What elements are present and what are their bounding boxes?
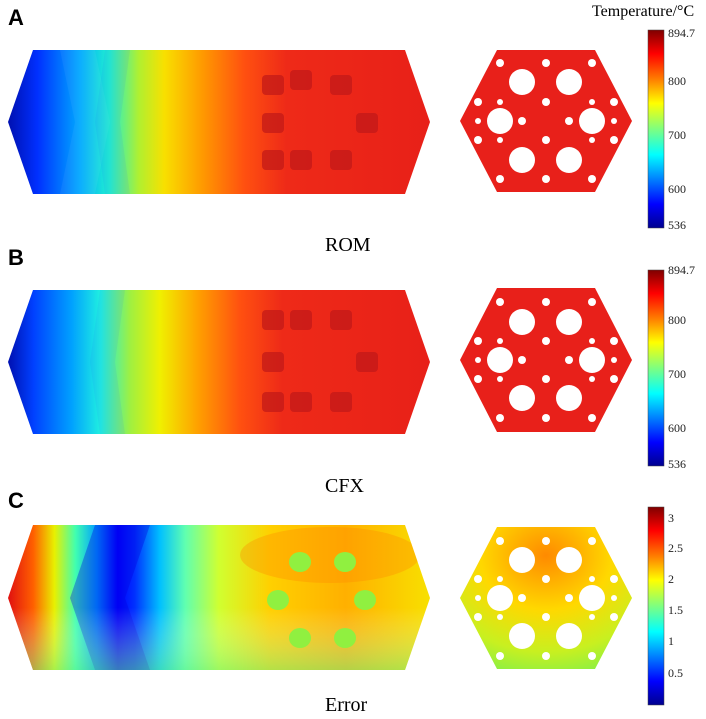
colorbar-c-tick: 2	[668, 572, 674, 586]
colorbar-c-tick: 1.5	[668, 603, 683, 617]
rom-channel-blocks	[262, 70, 378, 170]
caption-cfx: CFX	[325, 475, 364, 497]
colorbar-a-tick: 894.7	[668, 26, 695, 40]
colorbar-c-tick: 2.5	[668, 541, 683, 555]
colorbar-a-tick: 800	[668, 74, 686, 88]
colorbar-a-tick: 600	[668, 182, 686, 196]
cfx-channel-blocks	[262, 310, 378, 412]
colorbar-c-tick: 1	[668, 634, 674, 648]
colorbar-b-tick: 536	[668, 457, 686, 471]
colorbar-a-tick: 700	[668, 128, 686, 142]
error-channel-blocks	[267, 552, 376, 648]
colorbar-b	[647, 269, 665, 467]
rom-longitudinal-contour	[8, 50, 430, 194]
colorbar-b-tick: 700	[668, 367, 686, 381]
panel-label-a: A	[8, 5, 24, 30]
colorbar-c-tick: 3	[668, 511, 674, 525]
panel-label-c: C	[8, 488, 24, 513]
colorbar-title: Temperature/°C	[592, 3, 695, 20]
error-longitudinal-contour	[8, 525, 430, 670]
cfx-longitudinal-contour	[8, 290, 430, 434]
colorbar-b-tick: 894.7	[668, 263, 695, 277]
error-hex-cross-section	[460, 527, 632, 669]
colorbar-a	[647, 29, 665, 229]
panel-label-b: B	[8, 245, 24, 270]
caption-error: Error	[325, 694, 368, 716]
cfx-hex-cross-section	[460, 288, 632, 432]
colorbar-a-tick: 536	[668, 218, 686, 232]
caption-rom: ROM	[325, 234, 371, 256]
rom-hex-cross-section	[460, 50, 632, 192]
colorbar-c-tick: 0.5	[668, 666, 683, 680]
colorbar-b-tick: 600	[668, 421, 686, 435]
colorbar-b-tick: 800	[668, 313, 686, 327]
colorbar-c	[647, 506, 665, 706]
